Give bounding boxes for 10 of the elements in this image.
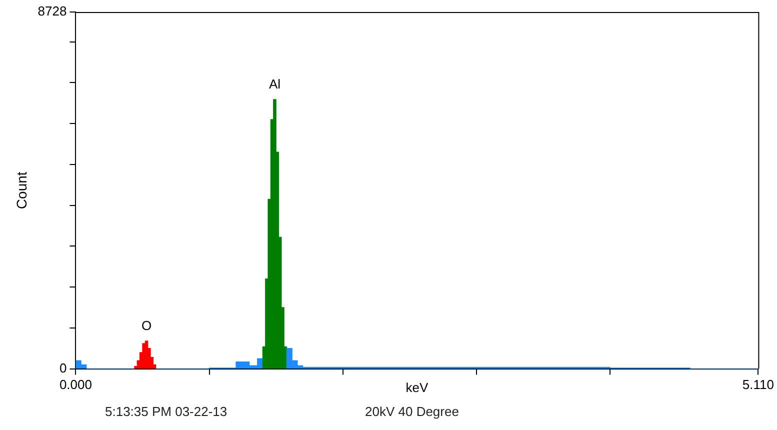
text: 20kV 40 Degree (365, 404, 459, 419)
y-tick-label: 0 (59, 360, 67, 376)
y-axis-title: Count (13, 172, 30, 210)
y-tick-label: 8728 (38, 4, 67, 19)
x-tick-label: 5.110 (742, 377, 774, 392)
x-axis-title: keV (406, 380, 428, 395)
annotation: Al (268, 76, 281, 92)
x-tick-label: 0.000 (59, 377, 92, 392)
annotation: O (141, 318, 152, 334)
text: 5:13:35 PM 03-22-13 (105, 404, 228, 419)
